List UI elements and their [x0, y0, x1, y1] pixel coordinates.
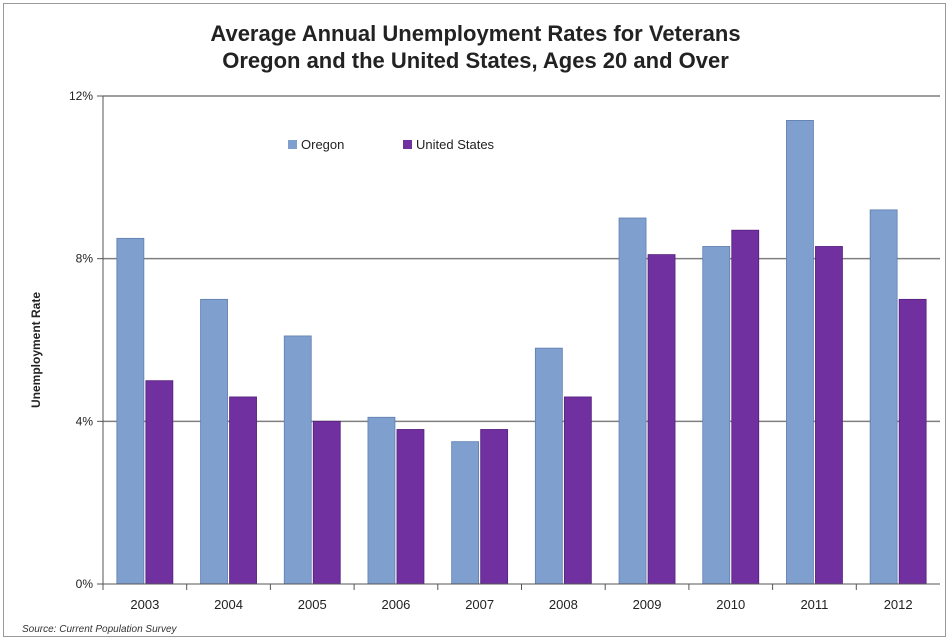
bar-united-states: [312, 420, 341, 585]
x-tick-label: 2009: [633, 597, 662, 612]
bar-oregon: [786, 120, 814, 585]
bar-oregon: [200, 298, 228, 585]
bar-united-states: [480, 429, 509, 585]
bar-united-states: [898, 298, 927, 585]
legend-swatch: [403, 140, 412, 149]
bar-oregon: [283, 335, 312, 585]
chart-title-block: Average Annual Unemployment Rates for Ve…: [0, 20, 951, 74]
bar-united-states: [396, 429, 425, 585]
bar-oregon: [367, 416, 396, 585]
bar-oregon: [618, 217, 647, 585]
bar-oregon: [702, 246, 731, 585]
x-tick-label: 2005: [298, 597, 327, 612]
y-tick-label: 12%: [69, 89, 93, 103]
x-tick-label: 2003: [130, 597, 159, 612]
legend-label: United States: [416, 137, 495, 152]
source-note: Source: Current Population Survey: [22, 624, 177, 635]
bar-united-states: [731, 229, 760, 585]
x-tick-label: 2006: [381, 597, 410, 612]
bar-united-states: [815, 246, 843, 585]
bar-united-states: [647, 254, 676, 585]
x-tick-label: 2007: [465, 597, 494, 612]
chart-title: Average Annual Unemployment Rates for Ve…: [210, 21, 741, 46]
bar-oregon: [116, 237, 145, 585]
x-tick-label: 2008: [549, 597, 578, 612]
x-tick-label: 2011: [800, 597, 828, 612]
bar-united-states: [229, 396, 257, 585]
bar-oregon: [869, 209, 898, 585]
y-tick-label: 4%: [76, 414, 94, 428]
bar-united-states: [563, 396, 592, 585]
bar-oregon: [534, 347, 563, 585]
x-tick-label: 2010: [716, 597, 745, 612]
y-tick-label: 0%: [76, 577, 94, 591]
bar-united-states: [145, 380, 174, 585]
y-axis-title: Unemployment Rate: [29, 292, 43, 408]
x-tick-label: 2004: [214, 597, 243, 612]
chart-subtitle: Oregon and the United States, Ages 20 an…: [222, 48, 729, 73]
y-tick-label: 8%: [76, 252, 94, 266]
legend-swatch: [288, 140, 297, 149]
x-tick-label: 2012: [884, 597, 913, 612]
legend-label: Oregon: [301, 137, 344, 152]
bar-oregon: [451, 441, 480, 585]
